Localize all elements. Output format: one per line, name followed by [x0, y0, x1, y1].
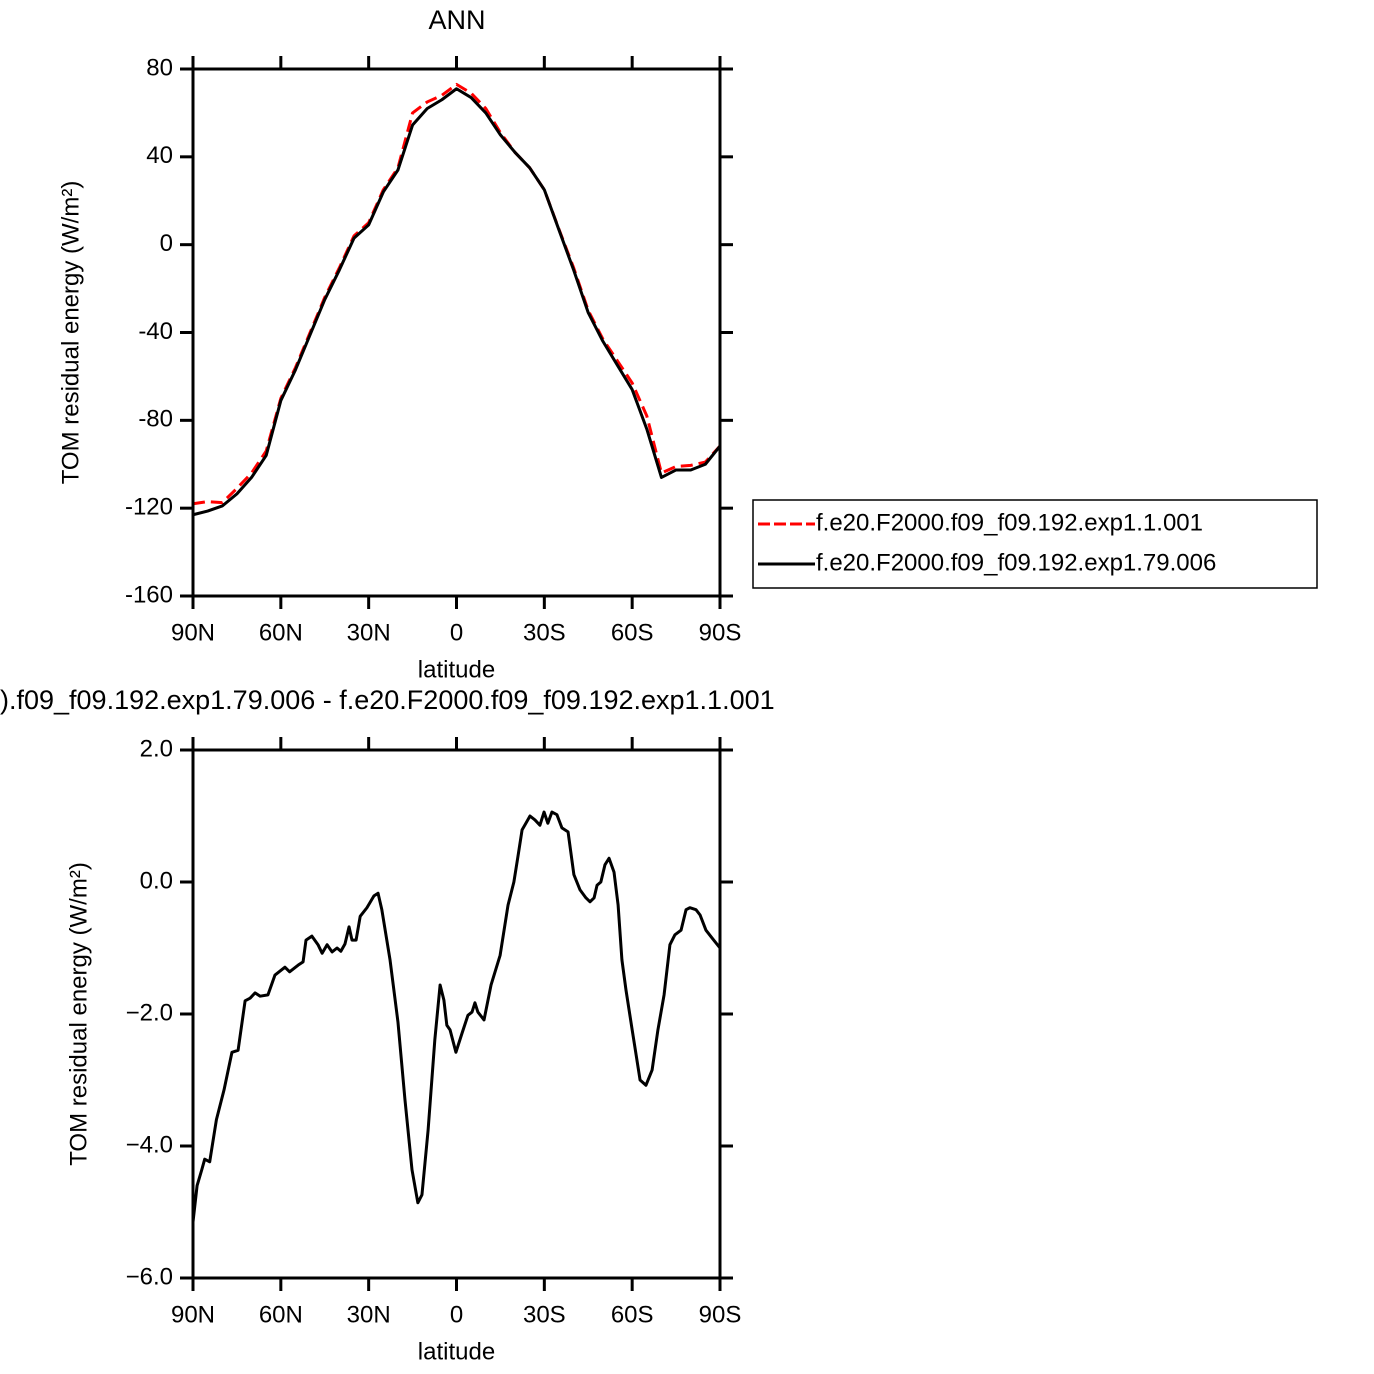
legend-label: f.e20.F2000.f09_f09.192.exp1.79.006	[816, 549, 1216, 576]
x-tick-label: 90S	[699, 1301, 742, 1328]
y-tick-label: −4.0	[126, 1131, 173, 1158]
y-tick-label: -80	[138, 406, 173, 433]
x-tick-label: 90S	[699, 619, 742, 646]
x-tick-label: 60N	[259, 1301, 303, 1328]
legend-box	[752, 499, 1318, 589]
y-tick-label: 0.0	[140, 867, 173, 894]
x-tick-label: 60N	[259, 619, 303, 646]
y-tick-label: 0	[160, 230, 173, 257]
y-tick-label: −2.0	[126, 999, 173, 1026]
y-tick-label: 80	[146, 54, 173, 81]
data-line	[192, 82, 722, 506]
x-tick-label: 90N	[171, 619, 215, 646]
y-tick-label: -160	[125, 581, 173, 608]
x-tick-label: 60S	[611, 619, 654, 646]
x-axis-label: latitude	[418, 1338, 495, 1365]
y-tick-label: −6.0	[126, 1263, 173, 1290]
chart-title: ).f09_f09.192.exp1.79.006 - f.e20.F2000.…	[0, 685, 775, 715]
y-axis-label: TOM residual energy (W/m²)	[65, 862, 92, 1166]
y-tick-label: -40	[138, 318, 173, 345]
data-line	[192, 87, 722, 517]
x-tick-label: 30S	[523, 1301, 566, 1328]
y-tick-label: -120	[125, 494, 173, 521]
x-tick-label: 0	[450, 619, 463, 646]
x-tick-label: 0	[450, 1301, 463, 1328]
chart-title: ANN	[428, 5, 485, 35]
x-tick-label: 30N	[347, 1301, 391, 1328]
x-tick-label: 30S	[523, 619, 566, 646]
legend-label: f.e20.F2000.f09_f09.192.exp1.1.001	[816, 509, 1203, 536]
y-tick-label: 2.0	[140, 735, 173, 762]
legend: f.e20.F2000.f09_f09.192.exp1.1.001 f.e20.…	[752, 499, 1318, 589]
x-tick-label: 90N	[171, 1301, 215, 1328]
x-tick-label: 30N	[347, 619, 391, 646]
x-axis-label: latitude	[418, 656, 495, 683]
plot-frame	[191, 748, 722, 1280]
y-axis-label: TOM residual energy (W/m²)	[57, 181, 84, 485]
plot-frame	[191, 67, 722, 598]
x-tick-label: 60S	[611, 1301, 654, 1328]
data-line	[191, 810, 722, 1223]
y-tick-label: 40	[146, 142, 173, 169]
